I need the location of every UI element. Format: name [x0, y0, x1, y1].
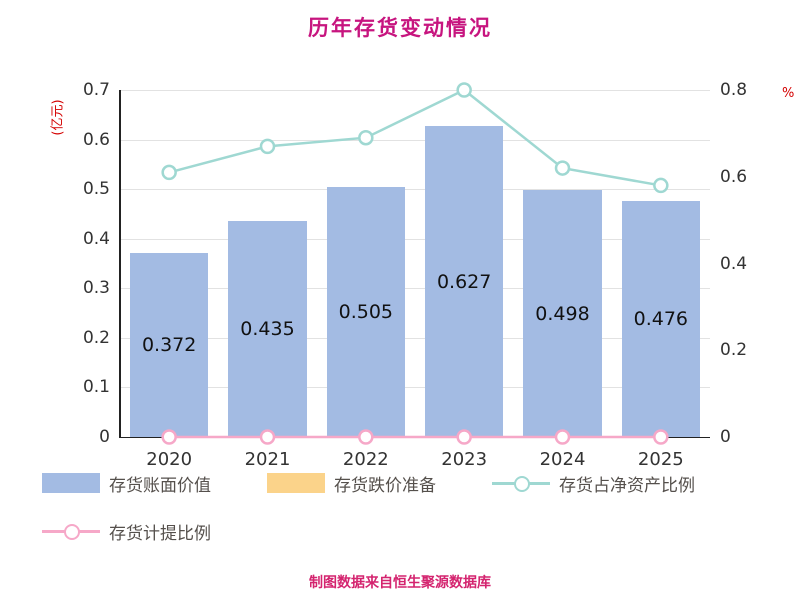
- y-axis-tick-right: 0.4: [720, 253, 748, 274]
- chart-title: 历年存货变动情况: [308, 16, 492, 40]
- line-marker: [358, 429, 374, 445]
- legend-item: 存货跌价准备: [267, 470, 492, 496]
- gridline: [120, 288, 710, 290]
- bar-value-label: 0.435: [240, 318, 295, 341]
- right-axis-unit-label: %: [782, 86, 795, 101]
- y-axis-tick-right: 0: [720, 427, 731, 447]
- y-axis-line: [119, 90, 121, 437]
- y-axis-tick-left: 0.2: [82, 327, 110, 348]
- bar-2023: 0.627: [424, 126, 504, 437]
- x-axis-tick: 2025: [637, 449, 684, 470]
- bar-value-label: 0.476: [633, 308, 689, 331]
- y-axis-tick-left: 0.6: [82, 129, 110, 150]
- y-axis-tick-left: 0: [99, 427, 110, 447]
- gridline: [120, 337, 710, 339]
- bar-2024: 0.498: [523, 190, 602, 437]
- legend-swatch-line: [492, 473, 550, 493]
- line-marker: [456, 82, 472, 98]
- y-axis-tick-left: 0.3: [82, 278, 110, 299]
- line-marker: [259, 429, 276, 445]
- legend-swatch-bar: [267, 473, 325, 493]
- y-axis-tick-left: 0.1: [82, 377, 110, 398]
- bar-value-label: 0.372: [141, 333, 197, 356]
- line-marker: [653, 429, 669, 445]
- line-marker: [456, 429, 472, 445]
- line-series-layer: [161, 82, 669, 445]
- legend-label: 存货跌价准备: [334, 475, 436, 496]
- gridline: [120, 189, 710, 191]
- bar-value-label: 0.505: [338, 300, 394, 323]
- gridline: [120, 387, 710, 389]
- line-marker: [554, 160, 571, 176]
- legend-marker: [514, 476, 530, 492]
- x-axis-tick: 2023: [441, 449, 488, 470]
- x-axis-tick: 2024: [539, 449, 586, 470]
- y-axis-tick-right: 0.2: [720, 340, 748, 361]
- legend-item: 存货占净资产比例: [492, 470, 717, 496]
- chart-legend: 存货账面价值 存货跌价准备 存货占净资产比例存货计提比例: [42, 470, 772, 566]
- legend-marker: [64, 524, 80, 540]
- line-marker: [554, 429, 571, 445]
- plot-area: 0.372 0.435 0.505 0.627 0.498 0.476: [119, 82, 710, 445]
- bar-2021: 0.435: [228, 221, 307, 437]
- bar-value-label: 0.627: [436, 270, 492, 293]
- legend-label: 存货占净资产比例: [559, 475, 695, 496]
- line-marker: [161, 164, 177, 181]
- bar-2020: 0.372: [129, 252, 209, 437]
- y-axis-tick-right: 0.6: [720, 166, 748, 187]
- x-axis-tick: 2022: [342, 449, 389, 470]
- bar-value-label: 0.498: [535, 302, 590, 325]
- legend-item: 存货账面价值: [42, 470, 267, 496]
- y-axis-tick-left: 0.5: [82, 179, 110, 200]
- bar-2022: 0.505: [326, 186, 406, 437]
- legend-label: 存货账面价值: [109, 475, 211, 496]
- line-marker: [653, 177, 669, 194]
- y-axis-tick-right: 0.8: [720, 80, 748, 100]
- legend-label: 存货计提比例: [109, 523, 211, 544]
- line-marker: [259, 138, 276, 155]
- bar-2025: 0.476: [621, 201, 701, 437]
- x-axis-tick: 2020: [146, 449, 193, 470]
- x-axis-tick: 2021: [244, 449, 291, 470]
- data-source-note: 制图数据来自恒生聚源数据库: [309, 575, 491, 591]
- legend-swatch-bar: [42, 473, 100, 493]
- gridline: [120, 90, 710, 91]
- gridline: [120, 139, 710, 141]
- line-marker: [161, 429, 177, 445]
- legend-swatch-line: [42, 521, 100, 541]
- line-marker: [358, 129, 374, 146]
- y-axis-tick-left: 0.4: [82, 228, 110, 249]
- legend-item: 存货计提比例: [42, 518, 267, 544]
- line-series: [168, 88, 662, 187]
- y-axis-tick-left: 0.7: [82, 80, 110, 100]
- gridline: [120, 238, 710, 240]
